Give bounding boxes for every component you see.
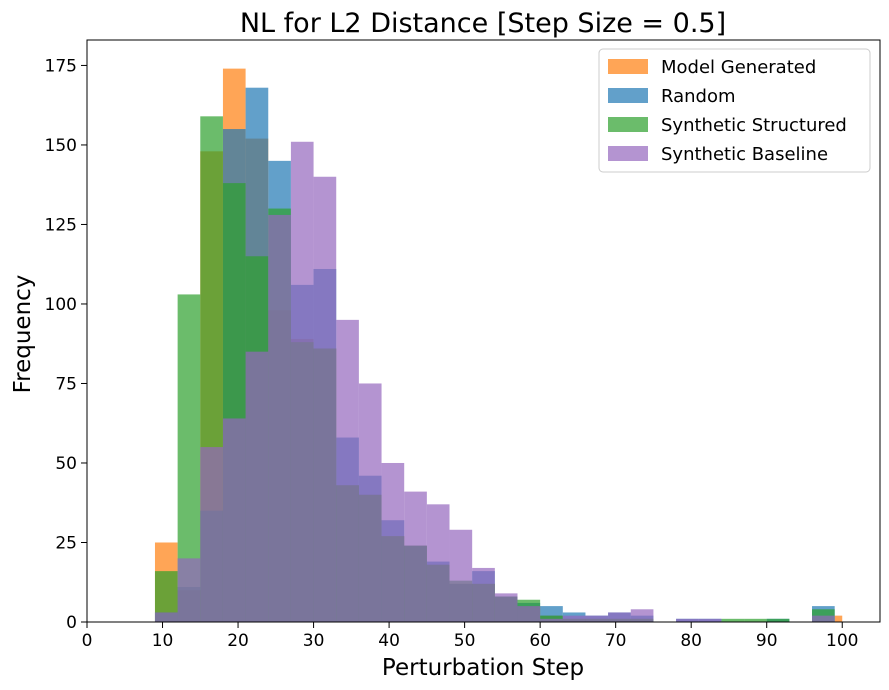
plot-frame (86, 39, 881, 623)
y-tick-label-0: 0 (66, 613, 77, 633)
bar-model-generated-30 (834, 615, 843, 622)
bar-synthetic-baseline-0 (154, 612, 178, 622)
bar-synthetic-baseline-3 (222, 418, 246, 622)
bar-synthetic-baseline-2 (200, 447, 223, 622)
bar-synthetic-structured-25 (721, 618, 745, 622)
axes-layer: 0 10 20 30 40 50 60 70 80 90 100 0 25 50 75 100 125 150 17… (45, 39, 881, 651)
legend-box (598, 48, 871, 173)
x-tick-label-80: 80 (680, 631, 702, 651)
x-tick-label-70: 70 (605, 631, 627, 651)
legend: Model Generated Random Synthetic Structure… (598, 48, 871, 173)
bar-synthetic-baseline-14 (472, 567, 495, 622)
legend-swatch-synthetic-baseline (608, 146, 648, 161)
bar-synthetic-baseline-4 (245, 351, 269, 622)
x-axis-title: Perturbation Step (382, 655, 584, 681)
bar-synthetic-baseline-8 (336, 319, 359, 622)
bar-synthetic-structured-1 (177, 294, 201, 622)
legend-swatch-random (608, 88, 648, 103)
bar-synthetic-baseline-1 (177, 558, 201, 622)
legend-label-model-generated: Model Generated (661, 57, 816, 78)
bar-synthetic-baseline-11 (404, 491, 427, 622)
legend-label-synthetic-baseline: Synthetic Baseline (661, 144, 828, 165)
x-tick-label-100: 100 (826, 631, 858, 651)
x-tick-label-20: 20 (227, 631, 249, 651)
y-tick-label-175: 175 (45, 56, 77, 76)
bar-synthetic-structured-0 (154, 571, 178, 622)
x-tick-label-50: 50 (454, 631, 476, 651)
legend-swatch-synthetic-structured (608, 117, 648, 132)
x-tick-label-40: 40 (378, 631, 400, 651)
bar-synthetic-baseline-23 (676, 618, 699, 622)
bar-synthetic-baseline-12 (426, 504, 450, 622)
bar-synthetic-baseline-29 (812, 615, 835, 622)
bar-synthetic-baseline-19 (585, 615, 609, 622)
bar-synthetic-baseline-18 (562, 615, 586, 622)
bars-layer (154, 68, 843, 623)
y-tick-label-150: 150 (45, 136, 77, 156)
bar-synthetic-baseline-16 (517, 606, 541, 622)
x-tick-label-0: 0 (82, 631, 93, 651)
x-tick-label-90: 90 (756, 631, 778, 651)
x-tick-label-10: 10 (152, 631, 174, 651)
bar-synthetic-baseline-17 (540, 618, 563, 622)
legend-label-synthetic-structured: Synthetic Structured (661, 115, 847, 136)
y-tick-label-100: 100 (45, 295, 77, 315)
y-axis-title: Frequency (10, 275, 36, 394)
bar-synthetic-baseline-15 (494, 593, 518, 622)
bar-synthetic-baseline-6 (290, 141, 314, 622)
legend-swatch-model-generated (608, 59, 648, 74)
bar-synthetic-baseline-13 (449, 529, 473, 622)
bar-synthetic-baseline-21 (630, 609, 654, 622)
bar-synthetic-baseline-10 (381, 462, 405, 622)
bar-synthetic-baseline-7 (313, 176, 337, 623)
bar-synthetic-structured-26 (744, 618, 767, 622)
bar-synthetic-baseline-24 (698, 618, 722, 622)
legend-label-random: Random (661, 86, 736, 107)
y-tick-label-50: 50 (55, 454, 77, 474)
bar-synthetic-baseline-9 (358, 383, 382, 622)
y-tick-label-75: 75 (55, 374, 77, 394)
x-tick-label-30: 30 (303, 631, 325, 651)
bar-synthetic-baseline-5 (268, 214, 291, 622)
bar-synthetic-baseline-20 (608, 612, 631, 622)
y-tick-label-25: 25 (55, 533, 77, 553)
y-tick-label-125: 125 (45, 215, 77, 235)
bar-synthetic-structured-27 (766, 618, 790, 622)
chart-title: NL for L2 Distance [Step Size = 0.5] (240, 8, 726, 39)
x-tick-label-60: 60 (529, 631, 551, 651)
